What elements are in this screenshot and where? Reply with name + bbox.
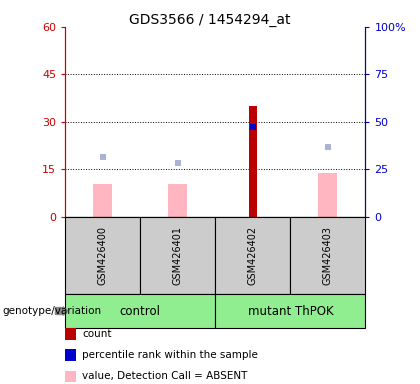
Text: GSM426400: GSM426400 [97,226,108,285]
Text: GSM426403: GSM426403 [323,226,333,285]
Text: GDS3566 / 1454294_at: GDS3566 / 1454294_at [129,13,291,27]
Bar [318,173,337,217]
Text: genotype/variation: genotype/variation [2,306,101,316]
Text: percentile rank within the sample: percentile rank within the sample [82,350,258,360]
Text: mutant ThPOK: mutant ThPOK [247,305,333,318]
Text: GSM426401: GSM426401 [173,226,183,285]
Text: control: control [120,305,161,318]
Bar [93,184,112,217]
Bar [168,184,187,217]
Bar [249,106,257,217]
Text: GSM426402: GSM426402 [248,226,258,285]
Text: count: count [82,329,111,339]
Text: value, Detection Call = ABSENT: value, Detection Call = ABSENT [82,371,247,381]
